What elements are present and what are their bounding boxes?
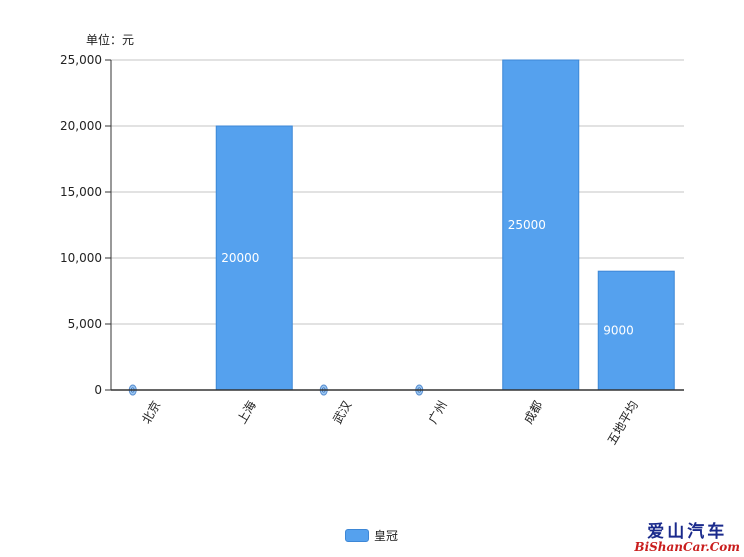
data-label: 25000 [508,218,546,232]
legend-swatch [345,529,369,542]
watermark-logo: 爱山汽车 BiShanCar.Com [634,521,740,555]
data-label: 9000 [603,324,634,338]
watermark-en: BiShanCar.Com [634,540,740,555]
y-tick-label: 0 [94,383,102,397]
y-tick-label: 15,000 [60,185,102,199]
x-category-label: 上海 [234,398,259,426]
legend[interactable]: 皇冠 [345,527,398,544]
y-tick-label: 5,000 [68,317,102,331]
x-category-label: 武汉 [330,399,354,427]
x-category-label: 五地平均 [605,399,641,448]
legend-label: 皇冠 [374,529,399,543]
unit-label: 单位：元 [86,33,135,47]
bar [215,125,293,391]
watermark-cn: 爱山汽车 [647,521,728,542]
bar [502,59,580,391]
data-label: 20000 [221,251,259,265]
x-category-label: 成都 [521,399,545,427]
y-tick-label: 10,000 [60,251,102,265]
x-category-label: 北京 [139,399,163,427]
x-category-label: 广州 [426,399,450,427]
y-tick-label: 20,000 [60,119,102,133]
y-tick-label: 25,000 [60,53,102,67]
